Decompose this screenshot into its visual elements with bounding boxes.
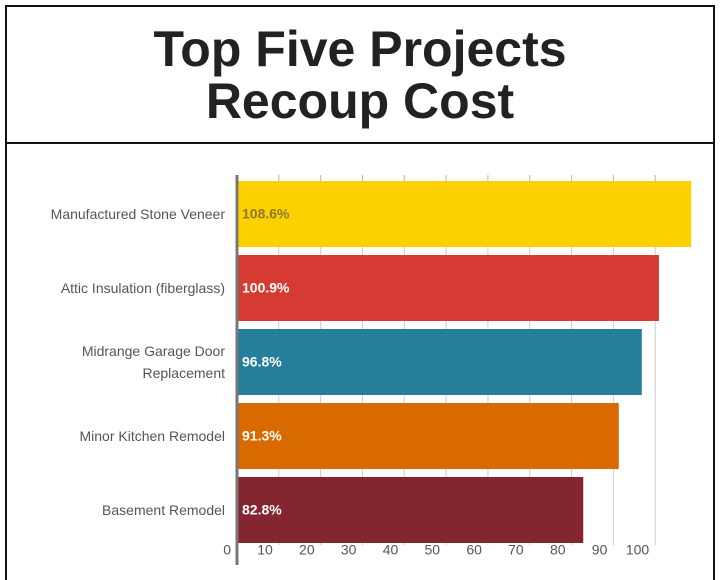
x-tick-label: 20: [299, 542, 315, 558]
category-label-box: Minor Kitchen Remodel: [79, 428, 225, 444]
x-tick-label: 10: [257, 542, 273, 558]
chart-title: Top Five Projects Recoup Cost: [153, 20, 567, 129]
y-tick-label: Minor Kitchen Remodel: [79, 428, 225, 444]
bar: [237, 477, 584, 543]
value-label: 100.9%: [242, 280, 290, 296]
x-tick-label: 90: [592, 542, 608, 558]
y-tick-label: Midrange Garage Door Replacement: [81, 343, 225, 381]
value-label: 82.8%: [242, 502, 282, 518]
y-tick-label: Attic Insulation (fiberglass): [60, 280, 225, 296]
x-tick-label: 30: [341, 542, 357, 558]
frame: Top Five Projects Recoup Cost: [5, 5, 715, 580]
category-label-box: Basement Remodel: [102, 502, 225, 518]
bar: [237, 181, 692, 247]
x-tick-label: 100: [626, 542, 650, 558]
x-tick-label: 80: [550, 542, 566, 558]
y-tick-label: Basement Remodel: [102, 502, 225, 518]
x-tick-label: 0: [223, 542, 231, 558]
category-label-box: Attic Insulation (fiberglass): [60, 280, 225, 296]
y-tick-label: Manufactured Stone Veneer: [50, 206, 225, 222]
x-tick-label: 40: [383, 542, 399, 558]
bar: [237, 403, 619, 469]
x-tick-label: 50: [425, 542, 441, 558]
value-label: 91.3%: [242, 428, 282, 444]
bar: [237, 329, 642, 395]
value-label: 96.8%: [242, 354, 282, 370]
title-box: Top Five Projects Recoup Cost: [7, 7, 713, 144]
x-tick-label: 60: [466, 542, 482, 558]
category-label-box: Manufactured Stone Veneer: [50, 206, 225, 222]
bar: [237, 255, 659, 321]
value-label: 108.6%: [242, 206, 290, 222]
x-tick-label: 70: [508, 542, 524, 558]
category-label-box: Midrange Garage Door Replacement: [81, 343, 225, 381]
